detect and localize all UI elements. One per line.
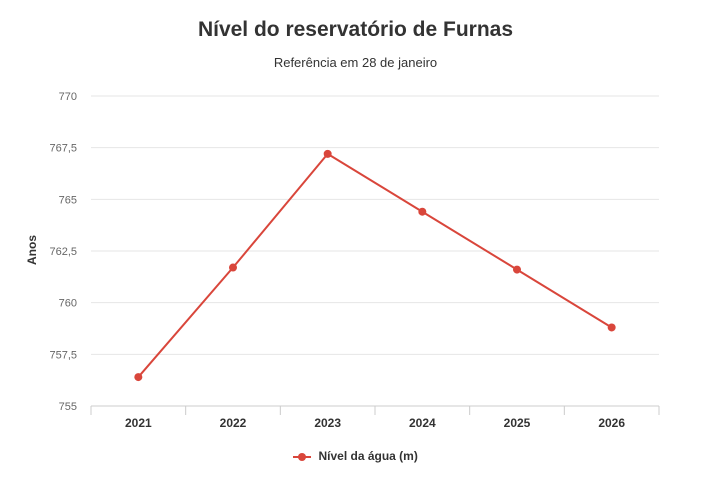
legend-label: Nível da água (m): [318, 449, 418, 463]
x-axis: 2021 2022 2023 2024 2025 2026: [90, 405, 660, 430]
y-tick-label: 767,5: [49, 143, 77, 155]
data-point[interactable]: [323, 149, 332, 158]
data-point[interactable]: [513, 265, 521, 274]
data-point[interactable]: [134, 373, 143, 382]
legend[interactable]: Nível da água (m): [0, 449, 711, 463]
series-line: [137, 152, 613, 378]
x-tick-label: 2021: [125, 416, 152, 430]
data-point[interactable]: [607, 323, 616, 332]
x-tick-label: 2026: [598, 416, 625, 430]
chart-title: Nível do reservatório de Furnas: [197, 18, 514, 41]
chart-subtitle: Referência em 28 de janeiro: [273, 55, 438, 70]
y-tick-label: 770: [59, 91, 77, 103]
y-tick-label: 760: [59, 298, 77, 310]
y-axis-title: Anos: [25, 235, 39, 265]
series-group: [134, 149, 616, 382]
y-tick-label: 755: [59, 401, 77, 413]
x-tick-label: 2022: [220, 416, 247, 430]
data-point[interactable]: [418, 207, 427, 216]
y-tick-label: 762,5: [49, 246, 77, 258]
x-tick-label: 2024: [409, 416, 436, 430]
y-tick-label: 757,5: [49, 349, 77, 361]
x-tick-label: 2025: [504, 416, 531, 430]
grid-lines: [91, 95, 659, 355]
legend-marker-icon: [293, 451, 312, 463]
x-tick-label: 2023: [314, 416, 341, 430]
data-point[interactable]: [229, 263, 237, 272]
y-axis-ticks: 755 757,5 760 762,5 765 767,5 770: [49, 91, 77, 413]
y-tick-label: 765: [59, 194, 77, 206]
